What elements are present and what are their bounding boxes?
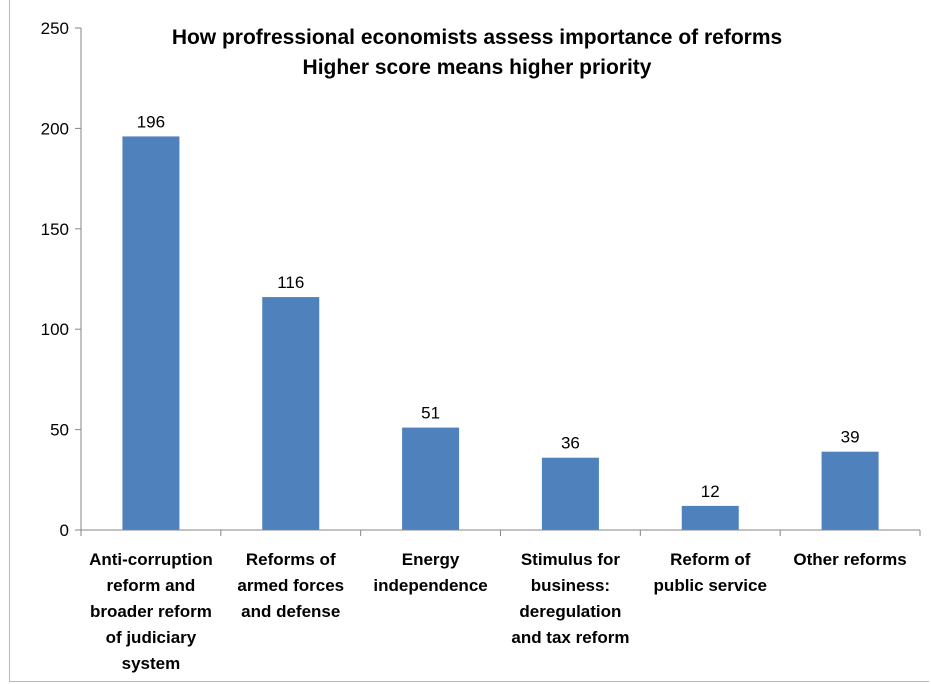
data-label: 12 xyxy=(701,482,720,501)
data-label: 39 xyxy=(841,428,860,447)
bar xyxy=(541,457,599,530)
x-category-label-line: and tax reform xyxy=(511,628,629,647)
x-category-label: Energy independence xyxy=(373,550,487,595)
x-category-label-line: Anti-corruption xyxy=(89,550,213,569)
x-category-label-line: system xyxy=(122,654,181,673)
y-tick-label: 50 xyxy=(50,421,69,440)
x-category-label: Stimulus for business: deregulation and tax… xyxy=(511,550,629,647)
bar xyxy=(402,427,460,530)
bar xyxy=(681,505,739,530)
y-tick-label: 0 xyxy=(60,521,69,540)
x-category-label-line: business: xyxy=(531,576,610,595)
data-label: 51 xyxy=(421,404,440,423)
x-category-label-line: Stimulus for xyxy=(521,550,621,569)
x-category-label-line: reform and xyxy=(107,576,196,595)
data-label: 196 xyxy=(137,112,165,131)
chart-title-line: Higher score means higher priority xyxy=(303,56,652,79)
x-category-label: Reforms of armed forces and defense xyxy=(237,550,344,621)
x-category-label-line: Energy xyxy=(402,550,460,569)
x-category-label: Anti-corruption reform and broader reform o… xyxy=(89,550,213,673)
x-category-label-line: armed forces xyxy=(237,576,344,595)
y-tick-label: 100 xyxy=(41,320,69,339)
data-label: 116 xyxy=(277,273,304,292)
x-category-label-line: Reforms of xyxy=(246,550,336,569)
x-category-label-line: independence xyxy=(373,576,487,595)
bar xyxy=(821,451,879,530)
data-label: 36 xyxy=(561,434,580,453)
y-tick-label: 150 xyxy=(41,220,69,239)
chart-frame xyxy=(9,0,929,682)
y-tick-label: 200 xyxy=(41,119,69,138)
x-category-label-line: public service xyxy=(654,576,767,595)
x-category-label-line: Other reforms xyxy=(793,550,906,569)
x-category-label-line: of judiciary xyxy=(106,628,197,647)
chart-title: How profressional economists assess impo… xyxy=(172,26,782,79)
x-axis: Anti-corruption reform and broader reform o… xyxy=(80,529,921,673)
x-category-label-line: Reform of xyxy=(670,550,751,569)
x-category-label: Other reforms xyxy=(793,550,906,569)
x-category-label-line: deregulation xyxy=(519,602,621,621)
x-category-label-line: and defense xyxy=(241,602,340,621)
bar xyxy=(122,136,180,530)
chart-title-line: How profressional economists assess impo… xyxy=(172,26,782,49)
bar xyxy=(262,297,320,530)
bars: 196 116 51 36 12 39 xyxy=(122,112,879,530)
x-category-label-line: broader reform xyxy=(90,602,212,621)
x-category-label: Reform of public service xyxy=(654,550,767,595)
y-axis: 0 50 100 150 200 250 xyxy=(41,19,82,540)
y-tick-label: 250 xyxy=(41,19,69,38)
